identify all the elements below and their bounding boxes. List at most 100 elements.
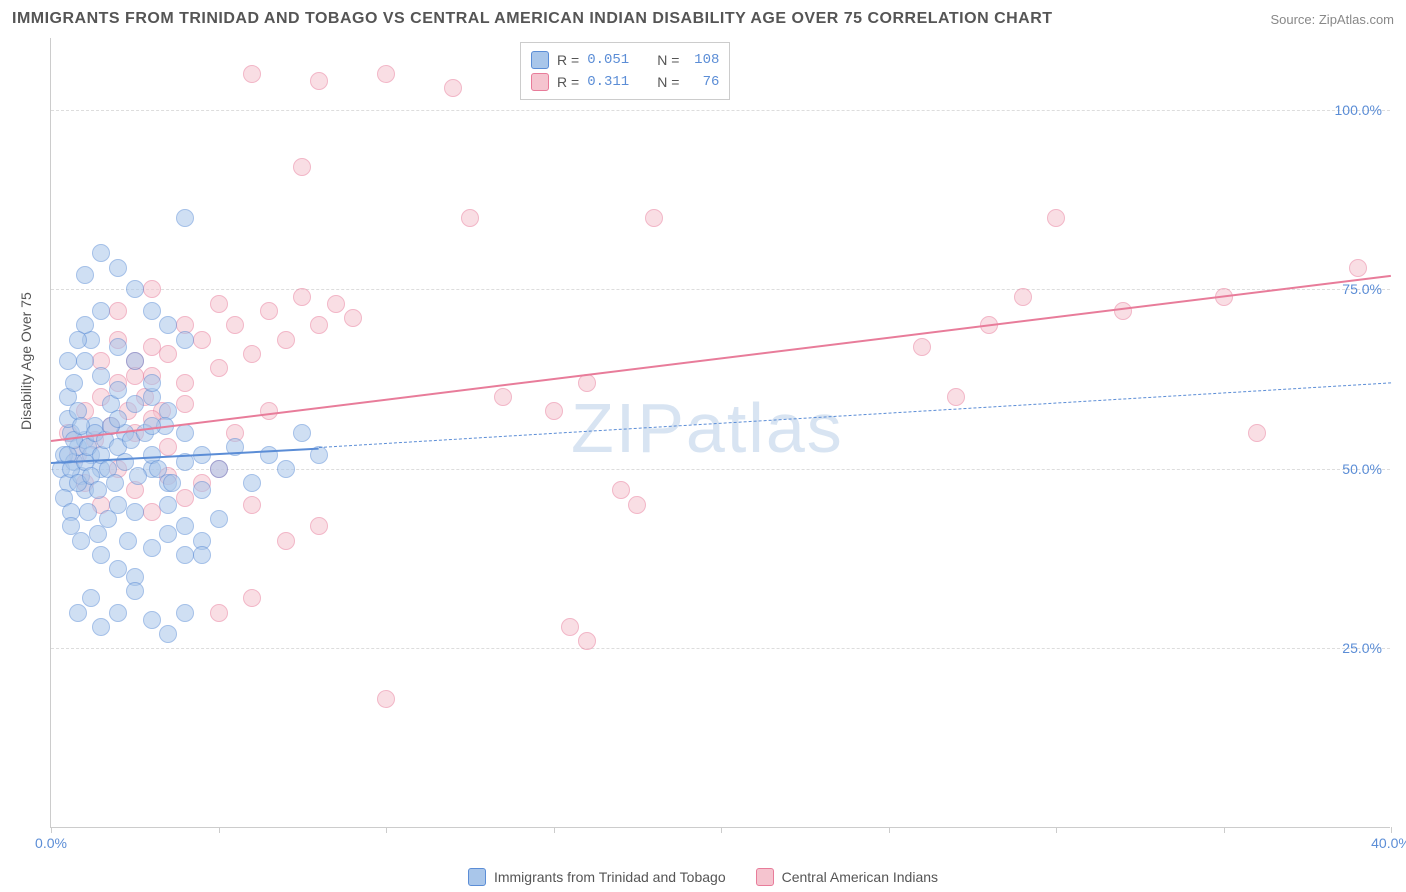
scatter-point-a (293, 424, 311, 442)
scatter-point-a (143, 539, 161, 557)
scatter-point-b (561, 618, 579, 636)
scatter-point-b (344, 309, 362, 327)
scatter-point-a (126, 280, 144, 298)
scatter-point-b (143, 503, 161, 521)
scatter-point-a (176, 209, 194, 227)
x-tick-label: 40.0% (1371, 835, 1406, 851)
gridline (51, 648, 1390, 649)
scatter-point-b (293, 158, 311, 176)
scatter-point-b (143, 338, 161, 356)
y-tick-label: 75.0% (1342, 281, 1382, 297)
scatter-point-b (293, 288, 311, 306)
scatter-point-b (913, 338, 931, 356)
scatter-point-a (159, 625, 177, 643)
scatter-point-b (327, 295, 345, 313)
x-tick-mark (386, 827, 387, 833)
source-attribution: Source: ZipAtlas.com (1270, 12, 1394, 27)
n-label: N = (657, 71, 679, 93)
scatter-point-b (494, 388, 512, 406)
scatter-point-a (193, 546, 211, 564)
scatter-point-a (126, 503, 144, 521)
scatter-point-a (109, 560, 127, 578)
scatter-point-a (176, 604, 194, 622)
scatter-point-a (69, 331, 87, 349)
scatter-point-a (59, 352, 77, 370)
scatter-point-b (310, 316, 328, 334)
legend-item-series-b: Central American Indians (756, 868, 938, 886)
scatter-point-b (1047, 209, 1065, 227)
y-tick-label: 100.0% (1335, 102, 1382, 118)
y-tick-label: 50.0% (1342, 461, 1382, 477)
y-tick-label: 25.0% (1342, 640, 1382, 656)
scatter-point-b (243, 65, 261, 83)
scatter-point-a (176, 517, 194, 535)
scatter-point-a (149, 460, 167, 478)
watermark: ZIPatlas (571, 388, 844, 468)
scatter-point-a (129, 467, 147, 485)
scatter-point-a (260, 446, 278, 464)
scatter-point-b (461, 209, 479, 227)
legend-stats-row-a: R =0.051N =108 (531, 49, 719, 71)
scatter-point-a (159, 525, 177, 543)
scatter-point-a (109, 496, 127, 514)
scatter-point-a (65, 374, 83, 392)
scatter-point-a (210, 510, 228, 528)
scatter-point-b (277, 331, 295, 349)
scatter-point-b (210, 359, 228, 377)
scatter-point-b (628, 496, 646, 514)
legend-swatch-b (756, 868, 774, 886)
scatter-point-a (143, 374, 161, 392)
scatter-point-a (277, 460, 295, 478)
legend-stats: R =0.051N =108R =0.311N =76 (520, 42, 730, 100)
scatter-point-b (226, 316, 244, 334)
scatter-point-a (79, 503, 97, 521)
scatter-point-a (159, 316, 177, 334)
scatter-point-a (176, 424, 194, 442)
x-tick-mark (889, 827, 890, 833)
r-value-b: 0.311 (587, 71, 629, 93)
legend-item-series-a: Immigrants from Trinidad and Tobago (468, 868, 726, 886)
scatter-point-b (243, 589, 261, 607)
scatter-point-b (645, 209, 663, 227)
plot-area: ZIPatlas 25.0%50.0%75.0%100.0%0.0%40.0%R… (50, 38, 1390, 828)
scatter-point-a (92, 302, 110, 320)
scatter-point-b (545, 402, 563, 420)
n-value-a: 108 (687, 49, 719, 71)
scatter-point-a (109, 410, 127, 428)
scatter-point-b (310, 72, 328, 90)
scatter-point-a (72, 532, 90, 550)
scatter-point-b (947, 388, 965, 406)
scatter-point-a (159, 496, 177, 514)
x-tick-mark (721, 827, 722, 833)
scatter-point-a (106, 474, 124, 492)
scatter-point-b (176, 489, 194, 507)
scatter-point-a (143, 302, 161, 320)
scatter-point-a (69, 604, 87, 622)
n-label: N = (657, 49, 679, 71)
scatter-point-a (126, 582, 144, 600)
scatter-point-a (119, 532, 137, 550)
scatter-point-a (76, 266, 94, 284)
scatter-point-a (193, 481, 211, 499)
scatter-point-b (243, 496, 261, 514)
r-label: R = (557, 49, 579, 71)
legend-swatch-a (468, 868, 486, 886)
scatter-point-b (277, 532, 295, 550)
scatter-point-a (109, 259, 127, 277)
scatter-point-a (109, 381, 127, 399)
scatter-point-b (109, 302, 127, 320)
scatter-point-b (377, 65, 395, 83)
scatter-point-b (578, 632, 596, 650)
scatter-point-b (159, 345, 177, 363)
chart-title: IMMIGRANTS FROM TRINIDAD AND TOBAGO VS C… (12, 10, 1053, 28)
scatter-point-a (109, 338, 127, 356)
scatter-point-b (310, 517, 328, 535)
scatter-point-a (176, 331, 194, 349)
scatter-point-b (243, 345, 261, 363)
gridline (51, 110, 1390, 111)
scatter-point-b (1014, 288, 1032, 306)
legend-stats-row-b: R =0.311N =76 (531, 71, 719, 93)
scatter-point-a (163, 474, 181, 492)
legend-label-a: Immigrants from Trinidad and Tobago (494, 869, 726, 885)
scatter-point-b (260, 302, 278, 320)
